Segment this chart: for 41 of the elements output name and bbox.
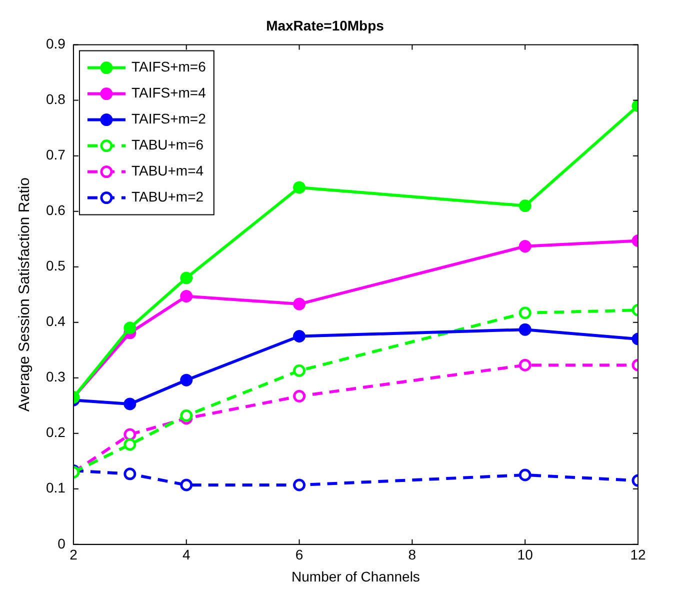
point	[293, 330, 306, 342]
point	[293, 364, 306, 377]
point	[180, 374, 193, 386]
legend-label: TAIFS+m=2	[131, 110, 206, 127]
y-axis-title: Average Session Satisfaction Ratio	[16, 178, 34, 412]
x-tick-label: 8	[408, 546, 416, 563]
y-tick-label: 0	[58, 535, 66, 552]
x-tick-label: 4	[182, 546, 190, 563]
point	[293, 478, 306, 492]
point	[180, 272, 193, 284]
point	[293, 298, 306, 310]
chart-title: MaxRate=10Mbps	[266, 17, 384, 34]
y-tick-label: 0.4	[46, 313, 66, 330]
point	[124, 428, 136, 441]
legend-label: TABU+m=4	[131, 162, 204, 179]
legend-label: TABU+m=6	[131, 136, 204, 153]
y-tick-label: 0.6	[46, 202, 66, 218]
legend-label: TAIFS+m=4	[131, 84, 206, 101]
point	[124, 468, 136, 480]
y-tick-label: 0.7	[46, 146, 66, 163]
x-axis-title: Number of Channels	[292, 568, 420, 584]
legend-label: TAIFS+m=6	[131, 58, 206, 75]
point	[124, 398, 136, 410]
x-tick-label: 10	[517, 546, 534, 563]
point	[180, 290, 193, 303]
legend-label: TABU+m=2	[131, 188, 204, 205]
point	[180, 409, 193, 422]
y-tick-label: 0.3	[46, 368, 66, 385]
point	[124, 438, 136, 451]
x-tick-label: 6	[295, 546, 304, 563]
y-tick-label: 0.8	[46, 91, 66, 108]
x-tick-label: 12	[630, 546, 646, 563]
point	[293, 390, 306, 402]
x-tick-label: 2	[70, 546, 78, 563]
y-tick-label: 0.1	[46, 480, 66, 496]
point	[180, 478, 193, 492]
y-tick-label: 0.2	[46, 424, 66, 440]
y-tick-label: 0.5	[46, 258, 66, 274]
y-tick-label: 0.9	[46, 36, 66, 52]
point	[293, 181, 306, 194]
point	[124, 322, 136, 334]
